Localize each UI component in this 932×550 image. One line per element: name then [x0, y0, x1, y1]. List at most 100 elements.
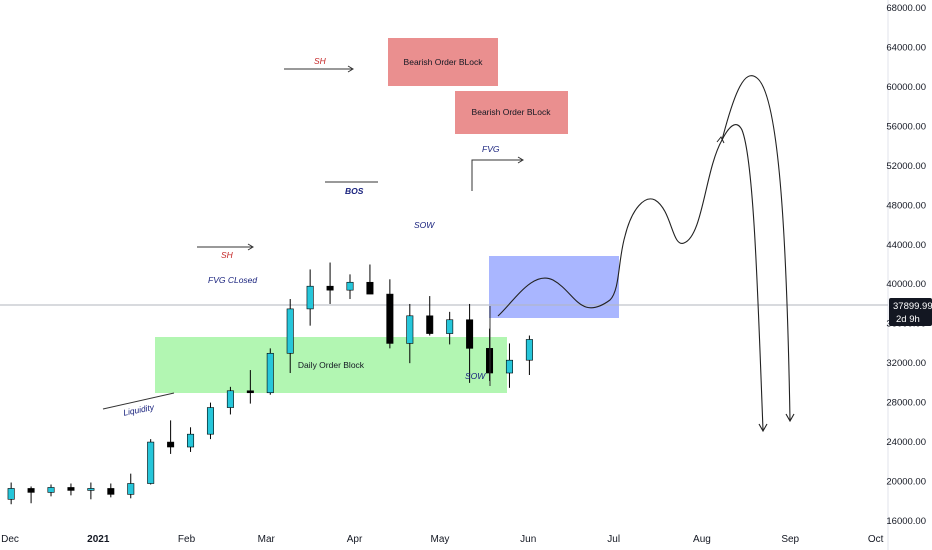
- sh-low-label: SH: [221, 250, 234, 260]
- candle: [187, 427, 195, 452]
- candle: [127, 473, 135, 499]
- candle: [366, 264, 374, 295]
- x-tick-label: May: [431, 534, 450, 545]
- candle-body-bull: [147, 441, 155, 484]
- candle: [386, 279, 394, 349]
- bos-label: BOS: [345, 186, 364, 196]
- y-tick-label: 68000.00: [886, 3, 926, 14]
- candle-body-bull: [346, 281, 354, 291]
- candle-body-bear: [27, 488, 35, 493]
- candle-body-bear: [167, 441, 175, 448]
- candle-body-bull: [266, 352, 274, 394]
- y-tick-label: 48000.00: [886, 200, 926, 211]
- y-tick-label: 56000.00: [886, 121, 926, 132]
- candle-body-bull: [7, 488, 15, 500]
- x-axis-ticks: Dec 2021 Feb Mar Apr May Jun Jul Aug Sep Oct: [1, 534, 884, 545]
- daily-order-block-zone: [155, 337, 507, 393]
- candle-body-bear: [426, 315, 434, 334]
- x-tick-label: Jul: [607, 534, 620, 545]
- x-tick-label: Aug: [693, 534, 711, 545]
- sow-label-2: SOW: [465, 371, 486, 381]
- projection-path-main: [497, 75, 791, 421]
- daily-order-block-label: Daily Order Block: [298, 360, 365, 370]
- candle-body-bear: [67, 487, 75, 491]
- current-price-tag: [889, 298, 932, 326]
- candle-body-bull: [525, 339, 533, 361]
- candle-body-bull: [187, 433, 195, 448]
- fvg-closed-label: FVG CLosed: [208, 275, 257, 285]
- y-tick-label: 32000.00: [886, 358, 926, 369]
- candle-body-bear: [326, 285, 334, 291]
- fvg-arrow-head: [517, 156, 524, 164]
- y-tick-label: 44000.00: [886, 240, 926, 251]
- projection-path-drop: [721, 124, 764, 431]
- candle: [47, 484, 55, 497]
- candle: [346, 274, 354, 300]
- bearish-order-block-label-2: Bearish Order BLock: [472, 107, 552, 117]
- candle: [466, 303, 474, 383]
- x-tick-label: Feb: [178, 534, 196, 545]
- candle: [167, 420, 175, 454]
- liquidity-line: [102, 392, 175, 410]
- candle: [446, 311, 454, 345]
- current-price-countdown: 2d 9h: [896, 314, 920, 325]
- candle-body-bull: [87, 488, 95, 491]
- candle: [326, 262, 334, 304]
- candle-body-bull: [127, 483, 135, 495]
- candle-body-bear: [366, 281, 374, 295]
- candle: [286, 299, 294, 374]
- candle: [107, 483, 115, 498]
- candle-body-bull: [226, 390, 234, 408]
- candle: [7, 482, 15, 505]
- candle: [226, 386, 234, 415]
- y-tick-label: 40000.00: [886, 279, 926, 290]
- y-tick-label: 52000.00: [886, 161, 926, 172]
- candle-body-bear: [246, 390, 254, 394]
- candle-body-bull: [206, 407, 214, 435]
- annotation-lines: [102, 65, 524, 410]
- candle-body-bear: [466, 319, 474, 349]
- candle: [87, 482, 95, 500]
- projection-arrow-left: [758, 423, 768, 433]
- y-tick-label: 64000.00: [886, 42, 926, 53]
- bearish-order-block-zone-2: [455, 91, 568, 134]
- candle: [206, 402, 214, 440]
- candle: [147, 439, 155, 485]
- candle: [246, 370, 254, 404]
- candle-body-bear: [386, 293, 394, 344]
- y-tick-label: 20000.00: [886, 477, 926, 488]
- candle: [306, 269, 314, 326]
- x-tick-label: 2021: [87, 534, 110, 545]
- y-tick-label: 16000.00: [886, 516, 926, 527]
- x-tick-label: Oct: [868, 534, 884, 545]
- candle-body-bull: [446, 319, 454, 334]
- y-tick-label: 60000.00: [886, 82, 926, 93]
- candle: [266, 348, 274, 395]
- projection-arrow-right: [785, 413, 795, 423]
- fvg-arrow-line: [471, 159, 522, 191]
- y-tick-label: 24000.00: [886, 437, 926, 448]
- sh-low-arrow-head: [247, 243, 254, 251]
- y-tick-label: 28000.00: [886, 398, 926, 409]
- candle: [426, 296, 434, 336]
- candle-body-bear: [107, 488, 115, 495]
- candle-body-bull: [406, 315, 414, 344]
- candle: [67, 483, 75, 496]
- bearish-order-block-label-1: Bearish Order BLock: [404, 57, 484, 67]
- x-tick-label: Jun: [520, 534, 536, 545]
- bearish-order-block-zone-1: [388, 38, 498, 86]
- sow-label-1: SOW: [414, 220, 435, 230]
- x-tick-label: Dec: [1, 534, 19, 545]
- x-tick-label: Sep: [781, 534, 799, 545]
- x-tick-label: Mar: [258, 534, 276, 545]
- current-price-value: 37899.99: [893, 301, 932, 312]
- projection-zone: [489, 256, 619, 318]
- candle-body-bull: [505, 359, 513, 374]
- candle: [525, 335, 533, 375]
- projection-arrow-mid: [716, 136, 725, 144]
- sh-top-label: SH: [314, 56, 327, 66]
- candle: [406, 303, 414, 364]
- candle-body-bull: [306, 285, 314, 310]
- candle-body-bull: [47, 487, 55, 493]
